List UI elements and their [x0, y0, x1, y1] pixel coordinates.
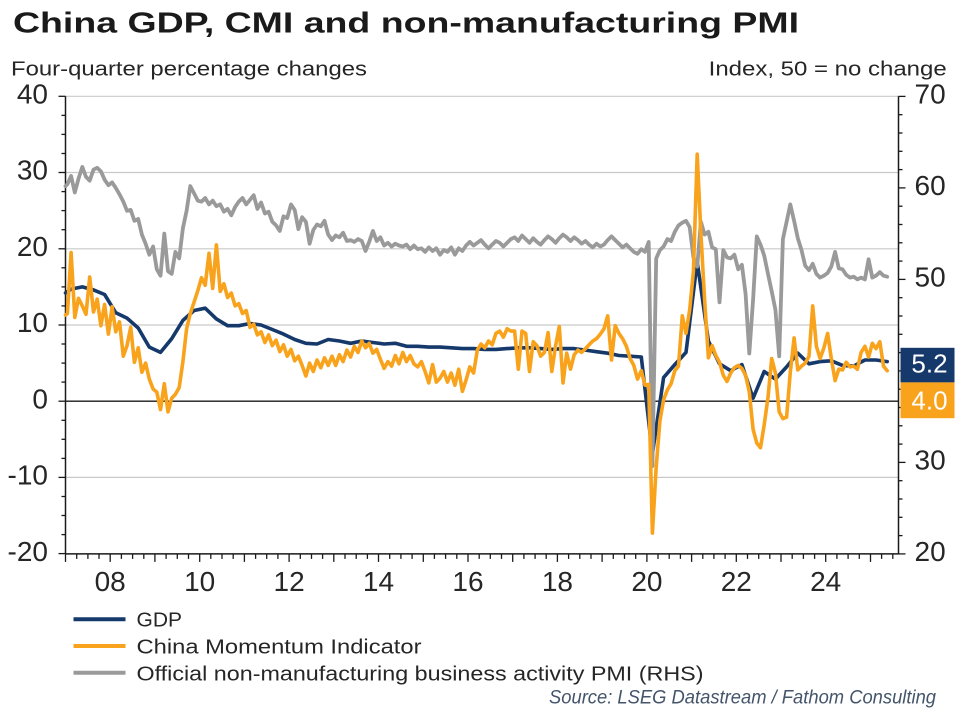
svg-text:GDP: GDP — [137, 609, 183, 632]
svg-text:20: 20 — [915, 536, 946, 567]
svg-text:China GDP, CMI and non-manufac: China GDP, CMI and non-manufacturing PMI — [13, 8, 799, 40]
svg-text:Official non-manufacturing bus: Official non-manufacturing business acti… — [137, 662, 704, 685]
svg-text:China Momentum Indicator: China Momentum Indicator — [137, 636, 422, 659]
svg-text:-10: -10 — [8, 460, 48, 491]
svg-text:16: 16 — [452, 566, 483, 597]
svg-text:-20: -20 — [8, 536, 48, 567]
svg-text:18: 18 — [542, 566, 573, 597]
svg-text:20: 20 — [631, 566, 662, 597]
svg-text:22: 22 — [721, 566, 752, 597]
svg-text:08: 08 — [95, 566, 126, 597]
svg-text:10: 10 — [184, 566, 215, 597]
svg-text:4.0: 4.0 — [911, 386, 947, 416]
svg-text:30: 30 — [915, 445, 946, 476]
svg-text:Source: LSEG Datastream / Fath: Source: LSEG Datastream / Fathom Consult… — [549, 688, 936, 709]
svg-text:40: 40 — [17, 79, 48, 110]
svg-text:30: 30 — [17, 155, 48, 186]
svg-text:12: 12 — [274, 566, 305, 597]
svg-text:50: 50 — [915, 262, 946, 293]
svg-text:24: 24 — [810, 566, 841, 597]
svg-text:0: 0 — [32, 383, 48, 414]
svg-text:14: 14 — [363, 566, 394, 597]
svg-text:Index, 50 = no change: Index, 50 = no change — [709, 58, 947, 81]
svg-text:Four-quarter percentage change: Four-quarter percentage changes — [11, 58, 367, 81]
svg-text:5.2: 5.2 — [911, 349, 947, 379]
svg-text:10: 10 — [17, 307, 48, 338]
svg-text:20: 20 — [17, 231, 48, 262]
svg-text:60: 60 — [915, 170, 946, 201]
svg-text:70: 70 — [915, 79, 946, 110]
